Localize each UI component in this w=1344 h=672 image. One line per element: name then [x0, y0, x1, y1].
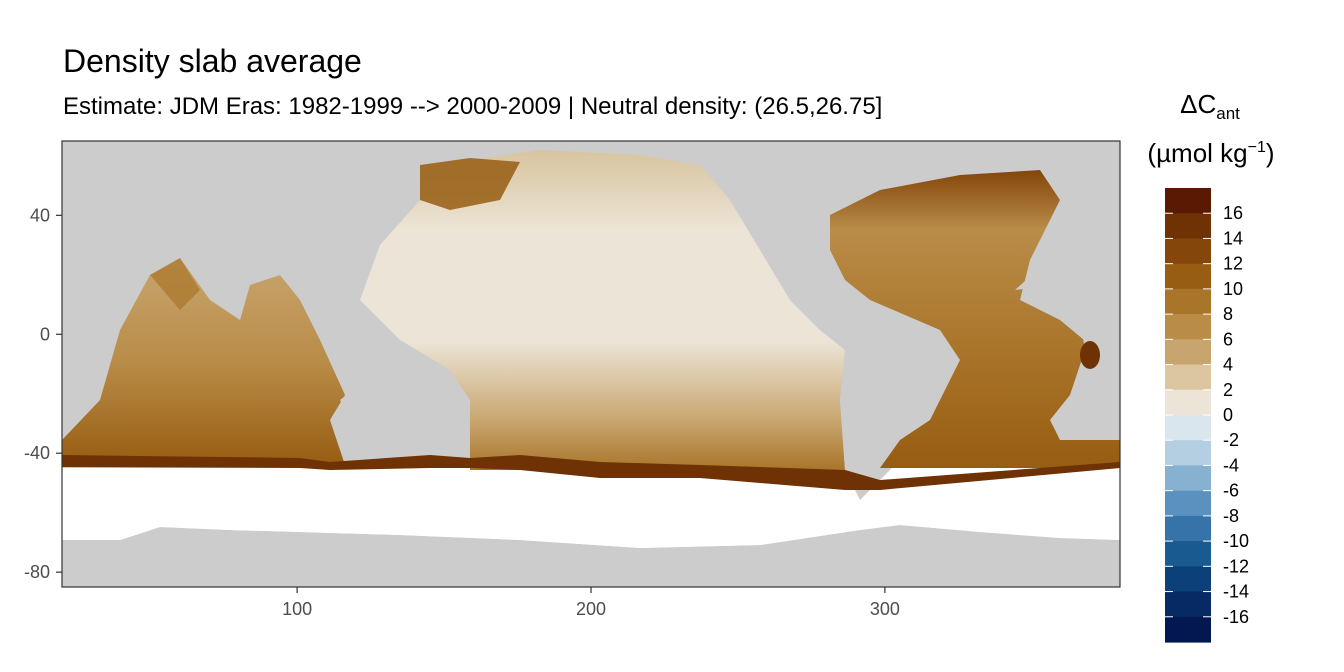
x-tick-label: 300 [870, 599, 900, 619]
legend-label: 14 [1223, 228, 1243, 248]
legend-label: 4 [1223, 355, 1233, 375]
y-axis: 40 0 -40 -80 [24, 205, 62, 582]
legend-units: (µmol kg−1) [1147, 138, 1274, 168]
gulf-guinea-spot [1080, 341, 1100, 369]
legend-color-swatch [1165, 364, 1211, 391]
legend-label: 0 [1223, 405, 1233, 425]
legend-color-swatch [1165, 515, 1211, 542]
legend-color-swatch [1165, 288, 1211, 315]
legend-label: -16 [1223, 607, 1249, 627]
legend-color-swatch [1165, 591, 1211, 618]
legend-units-superscript: −1 [1248, 139, 1266, 156]
legend-label: -4 [1223, 455, 1239, 475]
chart-subtitle: Estimate: JDM Eras: 1982-1999 --> 2000-2… [63, 93, 883, 120]
legend-labels: 16 14 12 10 8 6 4 2 0 -2 -4 -6 -8 -10 -12 -14 -16 [1165, 203, 1249, 627]
land-antarctica [62, 525, 1120, 587]
legend-label: -8 [1223, 506, 1239, 526]
x-tick-label: 200 [576, 599, 606, 619]
land-americas [700, 150, 960, 500]
legend-color-swatch [1165, 490, 1211, 517]
legend-label: -6 [1223, 481, 1239, 501]
legend-color-swatch [1165, 188, 1211, 214]
legend-colorbar [1165, 188, 1211, 643]
legend-label: 12 [1223, 254, 1243, 274]
legend-label: 8 [1223, 304, 1233, 324]
y-tick-label: -40 [24, 443, 50, 463]
legend-color-swatch [1165, 541, 1211, 567]
north-pacific-rim [420, 158, 520, 210]
legend-color-swatch [1165, 314, 1211, 340]
atlantic-ocean [830, 170, 1120, 468]
legend-label: 6 [1223, 329, 1233, 349]
legend-color-swatch [1165, 389, 1211, 416]
southern-front [62, 455, 1120, 490]
legend-title: ΔCant [1180, 89, 1240, 123]
legend-color-swatch [1165, 566, 1211, 593]
x-tick-label: 100 [282, 599, 312, 619]
y-tick-label: 40 [30, 205, 50, 225]
legend-color-swatch [1165, 415, 1211, 441]
legend-units-main: (µmol kg [1147, 138, 1247, 168]
legend-color-swatch [1165, 339, 1211, 366]
legend-label: -14 [1223, 582, 1249, 602]
legend-label: 2 [1223, 380, 1233, 400]
legend-title-subscript: ant [1216, 104, 1240, 123]
y-tick-label: 0 [40, 324, 50, 344]
legend-label: -2 [1223, 430, 1239, 450]
legend-units-close: ) [1266, 138, 1275, 168]
ocean-map [62, 141, 1120, 587]
land-australia [340, 360, 470, 452]
legend-color-swatch [1165, 263, 1211, 290]
indian-ocean [62, 258, 345, 465]
legend-color-swatch [1165, 440, 1211, 467]
legend-color-swatch [1165, 238, 1211, 265]
legend-color-swatch [1165, 213, 1211, 240]
x-axis: 100 200 300 [282, 587, 900, 619]
legend-color-swatch [1165, 616, 1211, 643]
y-tick-label: -80 [24, 562, 50, 582]
legend-label: -12 [1223, 556, 1249, 576]
legend-title-main: ΔC [1180, 89, 1216, 119]
pacific-ocean [360, 150, 845, 470]
legend-label: 10 [1223, 279, 1243, 299]
legend: ΔCant (µmol kg−1) 16 14 12 10 8 6 4 2 0 -2 -4 -6 -8 -… [1147, 89, 1275, 643]
chart-title: Density slab average [63, 43, 362, 79]
legend-label: -10 [1223, 531, 1249, 551]
legend-label: 16 [1223, 203, 1243, 223]
legend-color-swatch [1165, 465, 1211, 492]
northern-indian-tint [150, 258, 200, 310]
